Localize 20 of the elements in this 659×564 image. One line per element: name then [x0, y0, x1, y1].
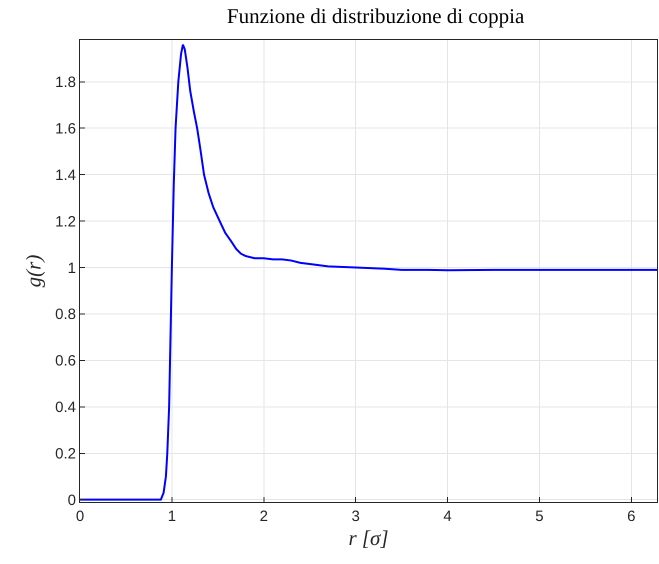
y-tick-label: 0.2	[55, 446, 76, 462]
y-tick-label: 1.6	[55, 120, 76, 138]
y-tick-label: 0.6	[55, 352, 76, 370]
x-tick-label: 6	[627, 508, 636, 525]
y-tick-label: 0.8	[55, 306, 76, 324]
x-tick-label: 4	[443, 508, 452, 525]
y-tick-label: 1.8	[55, 74, 76, 92]
y-tick-label: 1.2	[55, 213, 76, 230]
y-tick-label: 0.4	[55, 399, 76, 416]
y-tick-label: 0	[68, 492, 76, 509]
line-series	[80, 44, 657, 501]
y-axis-title: g(r)	[21, 254, 46, 288]
y-tick-label: 1	[68, 260, 76, 277]
x-tick-label: 3	[351, 508, 360, 525]
y-tick-label: 1.4	[55, 166, 76, 184]
x-axis-title: r [σ]	[348, 526, 389, 550]
x-tick-label: 2	[260, 508, 268, 525]
chart-title: Funzione di distribuzione di coppia	[226, 4, 526, 28]
x-tick-label: 5	[535, 508, 544, 525]
x-tick-label: 1	[168, 508, 176, 525]
